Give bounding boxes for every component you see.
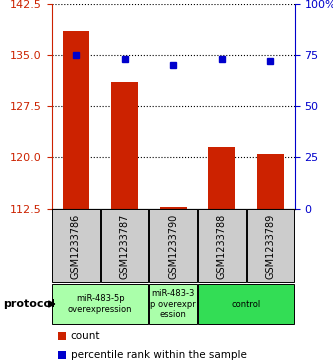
Bar (149, 284, 197, 325)
Bar (160, 207, 186, 209)
Bar (52, 209, 100, 282)
Text: miR-483-5p
overexpression: miR-483-5p overexpression (68, 294, 133, 314)
Bar (63, 31, 89, 209)
Bar (111, 82, 138, 209)
Bar (58, 351, 66, 359)
Text: GSM1233790: GSM1233790 (168, 213, 178, 278)
Bar (58, 331, 66, 339)
Text: GSM1233788: GSM1233788 (217, 213, 227, 278)
Text: GSM1233787: GSM1233787 (120, 213, 130, 279)
Bar (246, 209, 294, 282)
Bar (257, 154, 284, 209)
Bar (52, 284, 149, 325)
Text: GSM1233786: GSM1233786 (71, 213, 81, 278)
Text: percentile rank within the sample: percentile rank within the sample (71, 350, 246, 360)
Text: count: count (71, 331, 100, 340)
Bar (198, 209, 246, 282)
Bar (208, 147, 235, 209)
Bar (149, 209, 197, 282)
Text: miR-483-3
p overexpr
ession: miR-483-3 p overexpr ession (150, 289, 196, 319)
Text: protocol: protocol (3, 299, 55, 309)
Bar (101, 209, 149, 282)
Text: control: control (231, 299, 261, 309)
Text: GSM1233789: GSM1233789 (265, 213, 275, 278)
Bar (198, 284, 294, 325)
